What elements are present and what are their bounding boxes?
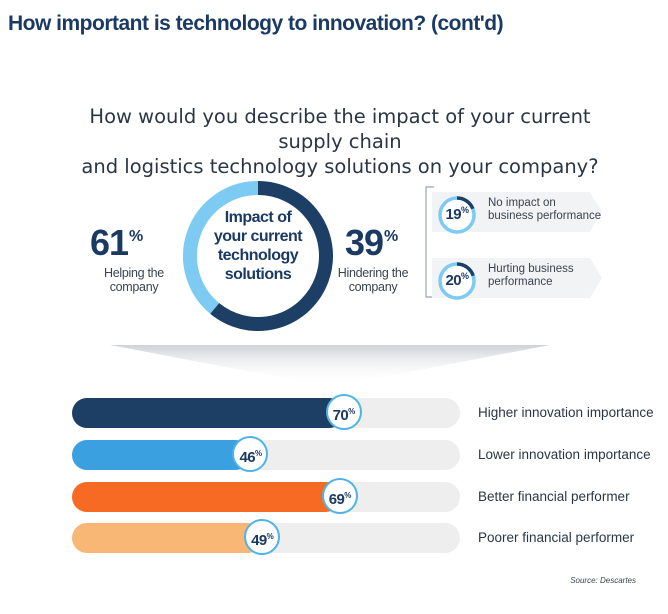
breakdown-label: Hurting business performance [488,263,574,288]
breakdown-bracket [425,186,434,298]
donut-center-label: Impact of your current technology soluti… [213,209,303,283]
breakdown-ring [438,262,476,300]
bar-category-label: Higher innovation importance [478,405,654,420]
ring-slice [456,196,475,210]
survey-question: How would you describe the impact of you… [60,104,620,179]
breakdown-ring [438,196,476,234]
bar [72,523,263,553]
breakdown-percent: 20% [445,271,470,289]
donut-slice-helping [210,181,333,331]
page-title: How important is technology to innovatio… [8,12,504,35]
bar-category-label: Poorer financial performer [478,530,635,545]
hindering-label: Hindering the company [337,266,409,294]
bar-value-label: 69% [321,478,358,514]
bar-value-label: 49% [244,519,281,555]
bar-value-label: 70% [325,394,362,430]
breakdown-no-impact: 19% No impact on business performance [432,192,602,234]
bar [72,398,344,428]
question-line-2: and logistics technology solutions on yo… [81,155,599,178]
bar [72,482,340,512]
bar-category-label: Better financial performer [478,489,630,504]
bar [72,440,251,470]
ring-slice [456,262,475,277]
impact-donut-chart [183,181,333,331]
bar-value-label: 46% [232,436,269,472]
spotlight-decoration [110,345,550,385]
breakdown-label: No impact on business performance [488,197,602,222]
bar-category-label: Lower innovation importance [478,447,651,462]
helping-percent: 61% [90,222,143,263]
question-line-1: How would you describe the impact of you… [89,105,591,153]
breakdown-hurting: 20% Hurting business performance [432,258,602,300]
breakdown-percent: 19% [445,205,470,223]
source-note: Source: Descartes [570,576,636,585]
hindering-percent: 39% [345,222,398,263]
donut-slice-hindering [183,181,259,314]
helping-label: Helping the company [104,266,164,294]
